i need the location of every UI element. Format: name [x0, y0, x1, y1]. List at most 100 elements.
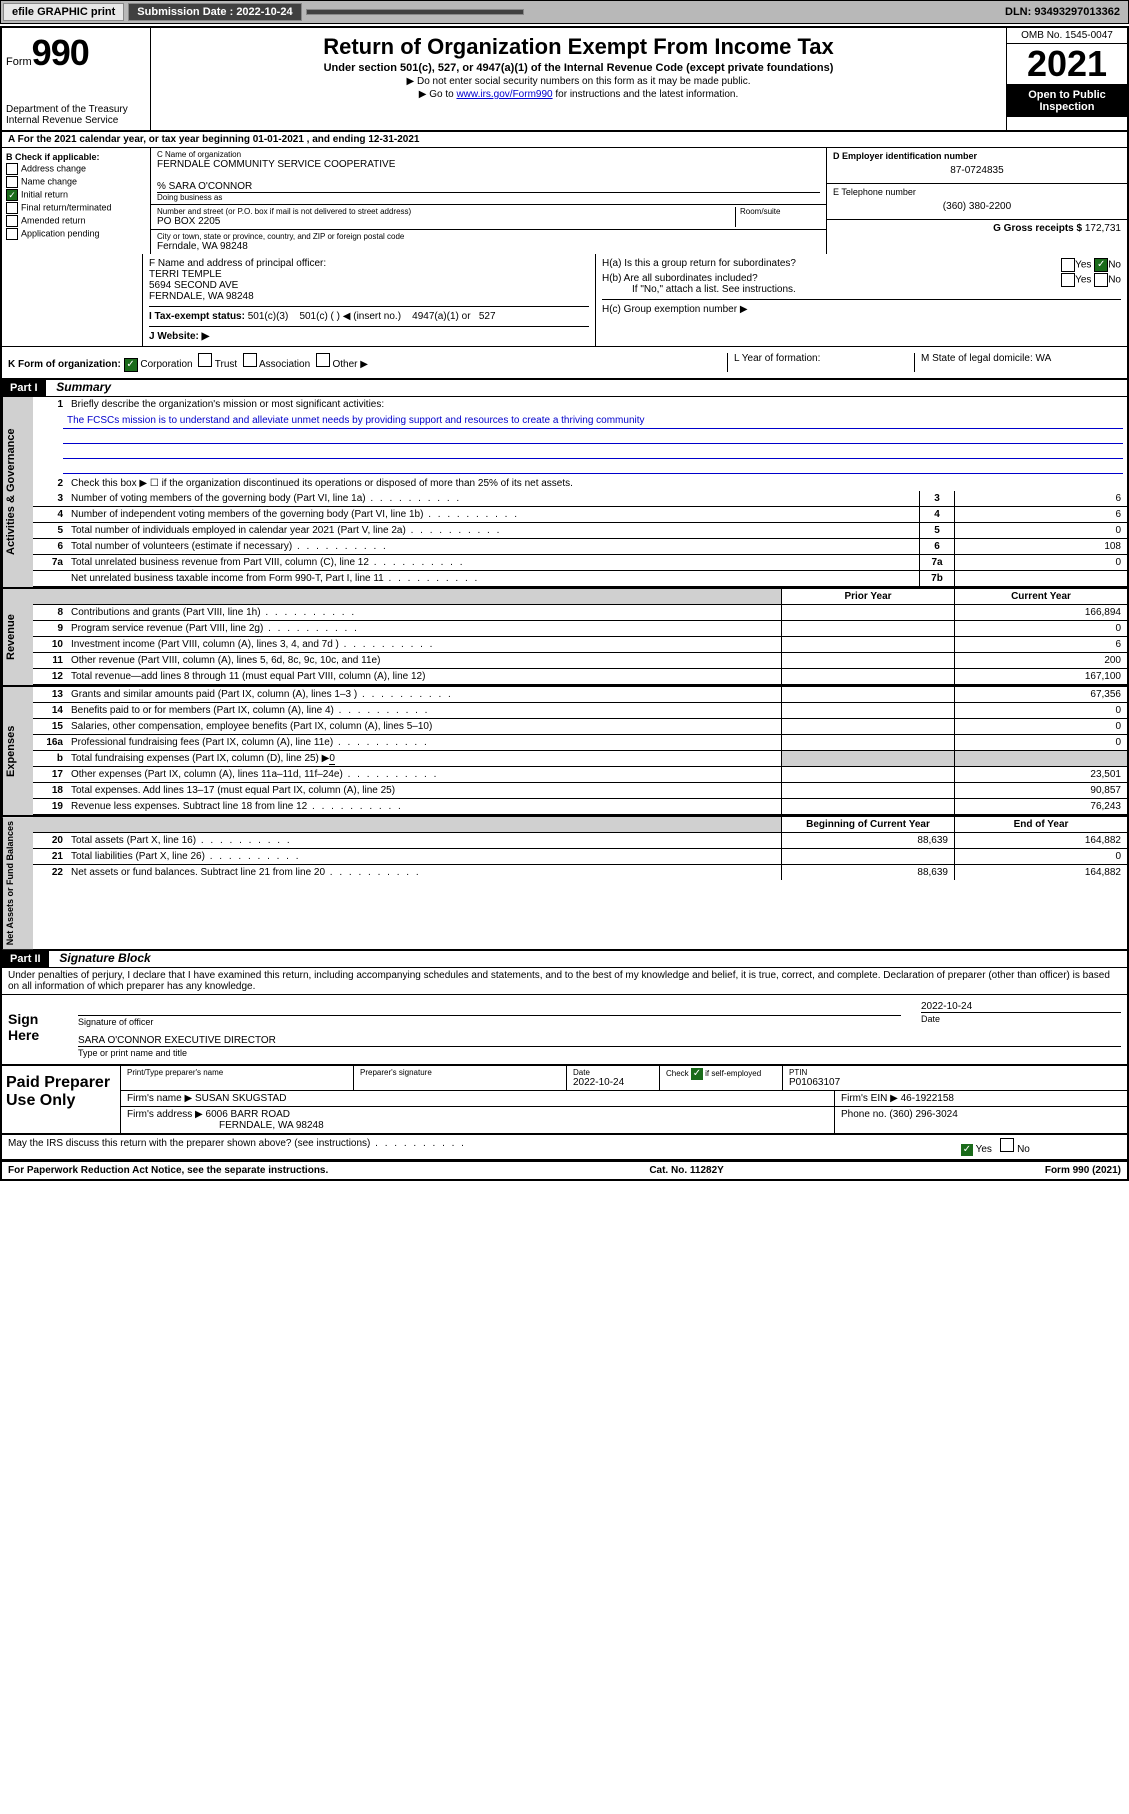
- line10-cur: 6: [954, 637, 1127, 652]
- cb-corporation[interactable]: ✓: [124, 358, 138, 372]
- hb-no[interactable]: [1094, 273, 1108, 287]
- cb-final-return[interactable]: Final return/terminated: [6, 202, 146, 214]
- part2-title: Signature Block: [51, 951, 150, 965]
- cb-amended-return[interactable]: Amended return: [6, 215, 146, 227]
- row-i-label: I Tax-exempt status:: [149, 311, 245, 322]
- firm-addr1: 6006 BARR ROAD: [206, 1109, 290, 1120]
- line7b-desc: Net unrelated business taxable income fr…: [67, 571, 919, 586]
- col-b-title: B Check if applicable:: [6, 152, 146, 162]
- instructions-note: Go to www.irs.gov/Form990 for instructio…: [159, 89, 998, 100]
- hb-yes[interactable]: [1061, 273, 1075, 287]
- ha-no[interactable]: [1094, 258, 1108, 272]
- part1-bar: Part I Summary: [2, 380, 1127, 397]
- discuss-yes-check[interactable]: [961, 1144, 973, 1156]
- part2-bar: Part II Signature Block: [2, 951, 1127, 968]
- org-name: FERNDALE COMMUNITY SERVICE COOPERATIVE: [157, 159, 820, 170]
- form-label: Form: [6, 56, 32, 68]
- line11-cur: 200: [954, 653, 1127, 668]
- form-subtitle: Under section 501(c), 527, or 4947(a)(1)…: [159, 62, 998, 74]
- line8-cur: 166,894: [954, 605, 1127, 620]
- form990-link[interactable]: www.irs.gov/Form990: [456, 89, 552, 100]
- omb-number: OMB No. 1545-0047: [1007, 28, 1127, 44]
- cb-trust[interactable]: [198, 353, 212, 367]
- line4-val: 6: [954, 507, 1127, 522]
- expenses-section: Expenses 13Grants and similar amounts pa…: [2, 685, 1127, 815]
- prior-year-hdr: Prior Year: [781, 589, 954, 604]
- part1-title: Summary: [48, 380, 111, 394]
- sign-date-label: Date: [921, 1012, 1121, 1024]
- submission-date-button[interactable]: Submission Date : 2022-10-24: [128, 3, 301, 21]
- col-b-checkboxes: B Check if applicable: Address change Na…: [2, 148, 151, 254]
- net-assets-section: Net Assets or Fund Balances Beginning of…: [2, 815, 1127, 951]
- discuss-no: No: [1017, 1144, 1030, 1155]
- tax-year: 2021: [1007, 44, 1127, 85]
- cb-application-pending[interactable]: Application pending: [6, 228, 146, 240]
- opt-501c: 501(c) ( ) ◀ (insert no.): [299, 311, 401, 322]
- discuss-yes: Yes: [976, 1144, 992, 1155]
- cb-address-change[interactable]: Address change: [6, 163, 146, 175]
- discuss-no-check[interactable]: [1000, 1138, 1014, 1152]
- opt-corporation: Corporation: [140, 359, 192, 370]
- dba-label: Doing business as: [157, 192, 820, 202]
- org-name-label: C Name of organization: [157, 150, 820, 159]
- opt-other: Other ▶: [332, 359, 367, 370]
- form-header: Form990 Department of the Treasury Inter…: [2, 28, 1127, 132]
- part1-header: Part I: [2, 380, 46, 396]
- line22-end: 164,882: [954, 865, 1127, 880]
- line5-val: 0: [954, 523, 1127, 538]
- ha-label: H(a) Is this a group return for subordin…: [602, 258, 796, 269]
- entity-section: B Check if applicable: Address change Na…: [2, 148, 1127, 254]
- ha-yes[interactable]: [1061, 258, 1075, 272]
- sign-here-label: Sign Here: [8, 1001, 68, 1058]
- k-label: K Form of organization:: [8, 359, 121, 370]
- line7a-val: 0: [954, 555, 1127, 570]
- opt-527: 527: [479, 311, 496, 322]
- irs-label: Internal Revenue Service: [6, 115, 146, 126]
- ptin-value: P01063107: [789, 1077, 1121, 1088]
- officer-signature-line[interactable]: Signature of officer: [78, 1015, 901, 1027]
- side-label-activities: Activities & Governance: [2, 397, 33, 587]
- mission-text: The FCSCs mission is to understand and a…: [63, 414, 1123, 429]
- phone-value: (360) 380-2200: [833, 197, 1121, 216]
- cb-other[interactable]: [316, 353, 330, 367]
- header-left: Form990 Department of the Treasury Inter…: [2, 28, 151, 130]
- topbar: efile GRAPHIC print Submission Date : 20…: [0, 0, 1129, 24]
- sign-date-value: 2022-10-24: [921, 1001, 1121, 1012]
- dln-label: DLN: 93493297013362: [1005, 6, 1126, 18]
- line4-desc: Number of independent voting members of …: [67, 507, 919, 522]
- self-employed-check[interactable]: [691, 1068, 703, 1080]
- line18-desc: Total expenses. Add lines 13–17 (must eq…: [67, 783, 781, 798]
- row-j-website: J Website: ▶: [149, 331, 209, 342]
- line2-desc: Check this box ▶ ☐ if the organization d…: [67, 476, 1127, 491]
- officer-printed-name: SARA O'CONNOR EXECUTIVE DIRECTOR: [78, 1035, 1121, 1046]
- cb-name-change[interactable]: Name change: [6, 176, 146, 188]
- cb-association[interactable]: [243, 353, 257, 367]
- blank-button[interactable]: [306, 9, 524, 15]
- gross-receipts-value: 172,731: [1085, 223, 1121, 234]
- footer-form: Form 990 (2021): [1045, 1165, 1121, 1176]
- city-label: City or town, state or province, country…: [157, 232, 820, 241]
- discuss-question: May the IRS discuss this return with the…: [8, 1138, 961, 1156]
- hb-label: H(b) Are all subordinates included?: [602, 273, 758, 284]
- prep-date-label: Date: [573, 1068, 653, 1077]
- street-label: Number and street (or P.O. box if mail i…: [157, 207, 735, 216]
- opt-4947: 4947(a)(1) or: [412, 311, 470, 322]
- efile-print-button[interactable]: efile GRAPHIC print: [3, 3, 124, 21]
- open-public-badge: Open to Public Inspection: [1007, 85, 1127, 117]
- line1-desc: Briefly describe the organization's miss…: [67, 397, 1127, 412]
- cb-initial-return[interactable]: Initial return: [6, 189, 146, 201]
- line13-desc: Grants and similar amounts paid (Part IX…: [67, 687, 781, 702]
- line15-desc: Salaries, other compensation, employee b…: [67, 719, 781, 734]
- beg-year-hdr: Beginning of Current Year: [781, 817, 954, 832]
- line20-desc: Total assets (Part X, line 16): [67, 833, 781, 848]
- line16b-desc: Total fundraising expenses (Part IX, col…: [67, 751, 781, 766]
- city-value: Ferndale, WA 98248: [157, 241, 820, 252]
- prep-date-value: 2022-10-24: [573, 1077, 653, 1088]
- l-year-formation: L Year of formation:: [727, 353, 914, 372]
- goto-suffix: for instructions and the latest informat…: [553, 89, 739, 100]
- dept-treasury: Department of the Treasury: [6, 104, 146, 115]
- side-label-expenses: Expenses: [2, 687, 33, 815]
- line20-end: 164,882: [954, 833, 1127, 848]
- gross-receipts-label: G Gross receipts $: [993, 223, 1085, 234]
- footer-catno: Cat. No. 11282Y: [649, 1165, 723, 1176]
